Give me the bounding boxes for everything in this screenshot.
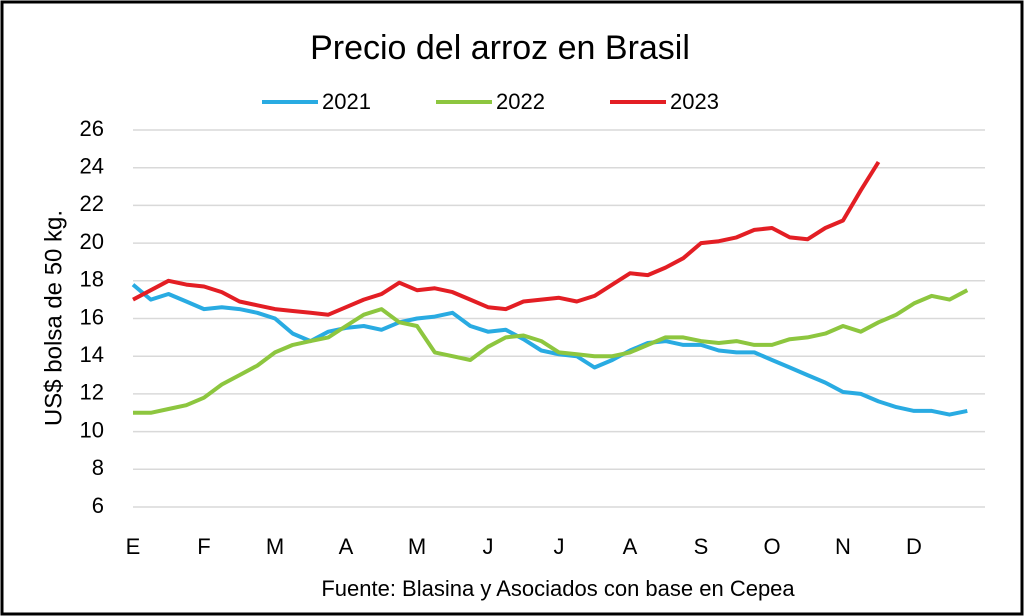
- legend-label: 2022: [496, 89, 545, 114]
- x-tick-label: J: [554, 534, 565, 559]
- x-tick-label: A: [623, 534, 638, 559]
- y-tick-label: 18: [80, 267, 104, 292]
- y-tick-label: 8: [92, 455, 104, 480]
- legend-label: 2021: [322, 89, 371, 114]
- y-tick-label: 24: [80, 154, 104, 179]
- series-line: [131, 283, 968, 417]
- x-tick-label: S: [694, 534, 709, 559]
- x-tick-label: D: [906, 534, 922, 559]
- y-tick-label: 6: [92, 493, 104, 518]
- y-tick-label: 16: [80, 304, 104, 329]
- y-tick-label: 22: [80, 191, 104, 216]
- x-tick-label: M: [408, 534, 426, 559]
- legend-label: 2023: [670, 89, 719, 114]
- x-tick-label: M: [266, 534, 284, 559]
- x-tick-label: O: [763, 534, 780, 559]
- x-tick-label: E: [126, 534, 141, 559]
- y-tick-label: 12: [80, 380, 104, 405]
- y-axis-label: US$ bolsa de 50 kg.: [40, 210, 67, 426]
- chart-title: Precio del arroz en Brasil: [310, 29, 690, 67]
- y-tick-label: 26: [80, 116, 104, 141]
- y-tick-label: 14: [80, 342, 104, 367]
- source-note: Fuente: Blasina y Asociados con base en …: [321, 576, 795, 601]
- x-tick-label: F: [197, 534, 210, 559]
- series-line: [132, 160, 881, 317]
- x-tick-label: A: [339, 534, 354, 559]
- y-tick-label: 20: [80, 229, 104, 254]
- x-tick-label: J: [483, 534, 494, 559]
- x-tick-label: N: [835, 534, 851, 559]
- y-tick-label: 10: [80, 417, 104, 442]
- series-line: [133, 288, 969, 415]
